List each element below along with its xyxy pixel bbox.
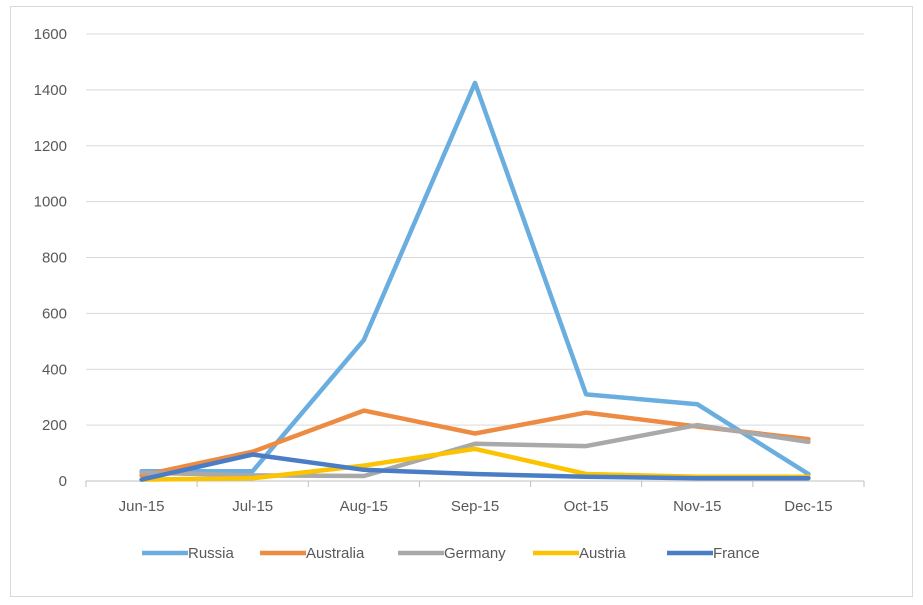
x-tick-label: Oct-15 xyxy=(564,498,609,515)
y-tick-label: 0 xyxy=(59,473,67,490)
chart-frame xyxy=(10,6,913,597)
gridlines xyxy=(86,33,864,426)
legend-label-france: France xyxy=(713,545,760,562)
legend-label-austria: Austria xyxy=(579,545,626,562)
x-tick-label: Jul-15 xyxy=(232,498,273,515)
y-tick-label: 1200 xyxy=(34,138,67,155)
y-tick-label: 1000 xyxy=(34,194,67,211)
y-tick-label: 400 xyxy=(42,361,67,378)
x-tick-label: Dec-15 xyxy=(784,498,832,515)
y-tick-label: 600 xyxy=(42,305,67,322)
y-axis-tick-labels: 0 200 400 600 800 1000 1200 1400 1600 xyxy=(34,26,67,490)
y-tick-label: 1600 xyxy=(34,26,67,43)
y-tick-label: 1400 xyxy=(34,82,67,99)
legend-label-germany: Germany xyxy=(444,545,506,562)
x-axis-tick-labels: Jun-15 Jul-15 Aug-15 Sep-15 Oct-15 Nov-15 Dec-… xyxy=(119,498,833,515)
series-line-russia xyxy=(139,80,811,477)
series-lines xyxy=(139,80,811,482)
y-tick-label: 800 xyxy=(42,250,67,267)
series-line-france xyxy=(139,452,811,482)
legend-label-russia: Russia xyxy=(188,545,235,562)
series-line-germany xyxy=(139,422,811,479)
x-axis xyxy=(85,480,865,487)
y-tick-label: 200 xyxy=(42,417,67,434)
x-tick-label: Sep-15 xyxy=(451,498,499,515)
legend: Russia Australia Germany Austria France xyxy=(142,545,760,562)
x-tick-label: Nov-15 xyxy=(673,498,721,515)
x-tick-label: Aug-15 xyxy=(340,498,388,515)
legend-label-australia: Australia xyxy=(306,545,365,562)
x-tick-label: Jun-15 xyxy=(119,498,165,515)
